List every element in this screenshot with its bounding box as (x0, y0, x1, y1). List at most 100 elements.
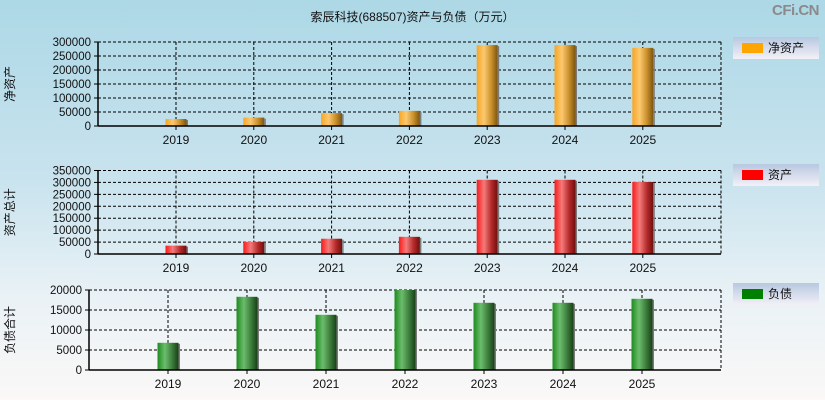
bar-2024 (554, 179, 576, 254)
watermark-logo: CFi.CN (772, 2, 820, 19)
legend-box (733, 37, 819, 59)
bar-2021 (315, 314, 337, 370)
y-tick-label: 20000 (50, 285, 82, 297)
x-tick-label: 2023 (474, 261, 501, 275)
bar-2019 (165, 119, 187, 126)
legend-label: 资产 (768, 168, 792, 182)
y-tick-label: 200000 (53, 201, 91, 213)
bar-shadow (419, 237, 422, 254)
bar-2021 (321, 113, 343, 126)
total-liabilities-legend: 负债 (733, 283, 819, 305)
y-tick-label: 350000 (53, 166, 91, 178)
bar-2020 (243, 117, 265, 126)
y-tick-label: 300000 (53, 37, 91, 49)
y-tick-label: 150000 (53, 213, 91, 225)
bar-shadow (257, 297, 259, 370)
x-tick-label: 2021 (318, 261, 345, 275)
legend-swatch (742, 289, 763, 299)
bar-2023 (476, 179, 498, 254)
y-tick-label: 0 (85, 249, 91, 261)
x-tick-label: 2023 (474, 133, 501, 147)
x-tick-label: 2024 (552, 133, 579, 147)
y-tick-label: 5000 (56, 345, 82, 357)
x-tick-label: 2022 (396, 261, 423, 275)
bar-shadow (494, 303, 496, 370)
total-liabilities-chart: 0 5000 10000 15000 20000 2019 2020 2021 2022 2023… (2, 283, 819, 391)
bar-shadow (419, 111, 422, 126)
y-tick-label: 0 (76, 365, 82, 377)
bar-shadow (178, 343, 180, 370)
x-tick-label: 2020 (240, 133, 267, 147)
bar-shadow (415, 291, 417, 370)
y-tick-label: 250000 (53, 189, 91, 201)
y-axis-title: 净资产 (3, 66, 17, 102)
bar-2024 (552, 302, 574, 370)
bar-shadow (186, 246, 188, 254)
y-axis-title: 负债合计 (2, 306, 17, 354)
y-tick-label: 10000 (50, 325, 82, 337)
x-tick-label: 2025 (629, 133, 656, 147)
x-tick-label: 2024 (550, 377, 577, 391)
y-tick-label: 250000 (53, 51, 91, 63)
bar-shadow (575, 180, 577, 254)
bar-shadow (342, 114, 344, 126)
x-tick-label: 2025 (629, 377, 656, 391)
bar-2022 (398, 236, 420, 254)
bar-shadow (497, 180, 500, 254)
x-tick-label: 2022 (396, 133, 423, 147)
legend-box (733, 283, 819, 305)
bar-shadow (264, 242, 266, 254)
legend-box (733, 164, 819, 186)
chart-title: 索辰科技(688507)资产与负债（万元） (310, 10, 515, 24)
y-tick-label: 50000 (59, 107, 91, 119)
bar-2025 (632, 47, 654, 126)
bar-shadow (573, 303, 575, 370)
x-tick-label: 2019 (163, 133, 190, 147)
bar-2021 (321, 238, 343, 254)
x-tick-label: 2019 (155, 377, 182, 391)
bar-2025 (631, 298, 653, 370)
y-tick-label: 200000 (53, 65, 91, 77)
y-tick-label: 300000 (53, 177, 91, 189)
bar-shadow (652, 299, 654, 370)
bar-2024 (554, 45, 576, 126)
bar-2019 (157, 342, 179, 370)
bar-2020 (243, 241, 265, 254)
legend-swatch (742, 43, 763, 53)
bar-2025 (632, 181, 654, 254)
bar-2023 (476, 45, 498, 126)
y-tick-label: 15000 (50, 305, 82, 317)
bar-shadow (336, 315, 338, 370)
bar-2022 (398, 110, 420, 126)
x-tick-label: 2021 (318, 133, 345, 147)
y-axis-title: 资产总计 (3, 188, 17, 236)
legend-label: 净资产 (768, 41, 804, 55)
bar-shadow (653, 182, 655, 254)
bar-shadow (653, 48, 655, 126)
total-assets-chart: 0500001000001500002000002500003000003500… (3, 164, 819, 275)
legend-swatch (742, 170, 763, 180)
x-tick-label: 2023 (471, 377, 498, 391)
bar-2023 (473, 302, 495, 370)
bar-shadow (342, 239, 344, 254)
x-tick-label: 2022 (392, 377, 419, 391)
net-assets-legend: 净资产 (733, 37, 819, 59)
y-tick-label: 0 (85, 121, 91, 133)
bar-2019 (165, 245, 187, 254)
y-tick-label: 100000 (53, 93, 91, 105)
bar-2022 (394, 290, 416, 370)
bar-shadow (497, 46, 500, 126)
bar-2020 (236, 296, 258, 370)
net-assets-chart: 0 50000 100000 150000 200000 250000 300000 2019… (3, 37, 819, 147)
y-tick-label: 50000 (59, 237, 91, 249)
bar-shadow (264, 118, 266, 126)
x-tick-label: 2025 (629, 261, 656, 275)
x-tick-label: 2024 (552, 261, 579, 275)
y-tick-label: 150000 (53, 79, 91, 91)
bar-shadow (186, 120, 188, 126)
total-assets-legend: 资产 (733, 164, 819, 186)
y-tick-label: 100000 (53, 225, 91, 237)
legend-label: 负债 (768, 287, 792, 301)
x-tick-label: 2019 (163, 261, 190, 275)
